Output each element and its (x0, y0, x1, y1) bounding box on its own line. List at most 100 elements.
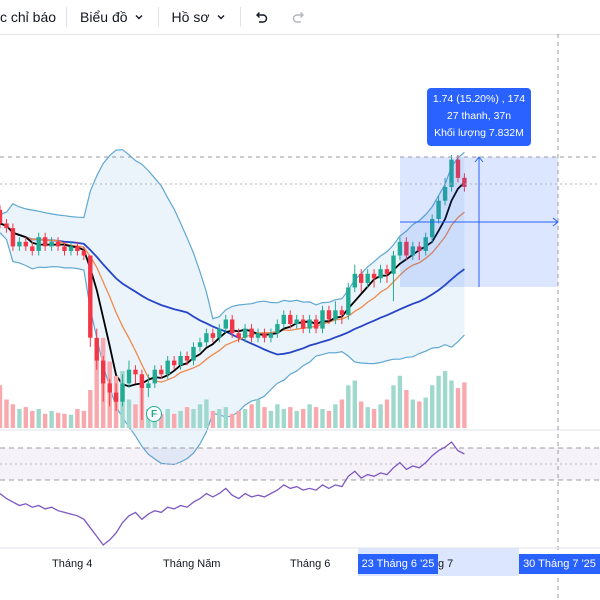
volume-bar (371, 409, 377, 428)
candle-body (462, 177, 467, 187)
volume-bar (172, 413, 177, 429)
volume-bar (301, 409, 306, 428)
candle-body (255, 333, 261, 338)
volume-bar (410, 399, 415, 428)
candlesticks (0, 155, 467, 420)
volume-bar (455, 388, 461, 428)
candle-body (204, 333, 209, 343)
candle-body (178, 356, 183, 366)
candle-body (75, 246, 80, 251)
candle-body (436, 200, 441, 219)
candle-body (397, 241, 403, 256)
measure-arrow-head (474, 156, 484, 163)
candle-body (449, 159, 454, 187)
volume-bar (217, 409, 222, 428)
volume-bar (133, 404, 138, 429)
redo-button[interactable] (285, 3, 313, 31)
undo-button[interactable] (247, 3, 275, 31)
volume-bar (307, 404, 312, 429)
candle-body (159, 369, 164, 375)
candle-body (384, 269, 390, 274)
volume-bar (449, 380, 454, 428)
candle-body (430, 219, 435, 238)
candle-body (191, 346, 196, 361)
volume-bar (230, 413, 235, 429)
candle-body (23, 241, 28, 247)
candle-body (223, 319, 228, 329)
volume-bar (178, 410, 183, 428)
candle-body (94, 337, 99, 361)
candle-body (281, 314, 286, 324)
measure-tooltip: 1.74 (15.20%) , 174 27 thanh, 37n Khối l… (427, 88, 531, 146)
volume-bar (294, 410, 299, 428)
volume-bar (378, 404, 383, 429)
volume-bar (184, 407, 190, 428)
event-marker-icon[interactable]: F (146, 406, 162, 422)
indicators-button[interactable]: c chỉ báo (0, 0, 56, 34)
candle-body (268, 333, 274, 338)
candle-body (49, 241, 54, 247)
top-toolbar: c chỉ báo Biểu đồ Hồ sơ (0, 0, 600, 35)
measure-volume-text: Khối lượng 7.832M (434, 127, 524, 139)
volume-bar (320, 409, 325, 428)
indicators-label: c chỉ báo (0, 9, 57, 25)
candle-body (88, 255, 93, 338)
candle-body (262, 333, 267, 338)
range-start-date-badge: 23 Tháng 6 '25 (358, 554, 438, 574)
toolbar-divider (157, 7, 159, 27)
rsi-pane (0, 429, 600, 576)
volume-bar (288, 407, 293, 428)
candle-body (417, 246, 422, 251)
chart-type-label: Biểu đồ (80, 9, 128, 25)
volume-bar (430, 385, 435, 429)
volume-bar (36, 409, 41, 428)
candle-body (42, 237, 48, 247)
candle-body (210, 333, 216, 338)
profile-button[interactable]: Hồ sơ (172, 0, 226, 34)
candle-body (391, 255, 396, 274)
rsi-line (0, 441, 465, 546)
volume-bar (281, 409, 286, 428)
candle-body (165, 360, 170, 375)
profile-label: Hồ sơ (171, 9, 210, 25)
volume-bar (346, 385, 351, 429)
candle-body (68, 246, 74, 251)
volume-bar (404, 390, 409, 428)
volume-bar (262, 407, 267, 428)
volume-bar (30, 410, 35, 428)
measure-arrow-head (552, 217, 559, 227)
measure-bars-text: 27 thanh, 37n (446, 110, 512, 122)
candle-body (410, 246, 415, 256)
volume-bar (442, 371, 448, 428)
volume-bar (236, 410, 241, 428)
volume-bar (126, 399, 132, 428)
toolbar-divider (239, 7, 241, 27)
candle-body (133, 369, 138, 375)
candle-body (242, 328, 248, 338)
volume-bar (49, 410, 54, 428)
candle-body (404, 241, 409, 256)
volume-bar (94, 342, 99, 428)
volume-bar (4, 399, 9, 428)
volume-bar (333, 404, 338, 429)
volume-bar (326, 410, 332, 428)
chart-type-button[interactable]: Biểu đồ (80, 0, 143, 34)
volume-bar (275, 404, 280, 429)
candle-body (326, 310, 332, 320)
volume-bar (42, 413, 48, 429)
candle-body (126, 369, 132, 384)
volume-bar (462, 382, 467, 428)
candle-body (36, 237, 41, 251)
candle-body (320, 310, 325, 329)
xaxis-label-july: g 7 (438, 558, 454, 570)
candle-body (301, 319, 306, 329)
volume-bar (359, 401, 364, 428)
volume-bar (88, 390, 93, 428)
candle-body (346, 287, 351, 315)
volume-bar (210, 410, 216, 428)
toolbar-divider (66, 7, 68, 27)
volume-bar (365, 407, 370, 428)
volume-bar (197, 404, 203, 429)
candle-body (17, 241, 22, 247)
volume-bar (159, 413, 164, 429)
